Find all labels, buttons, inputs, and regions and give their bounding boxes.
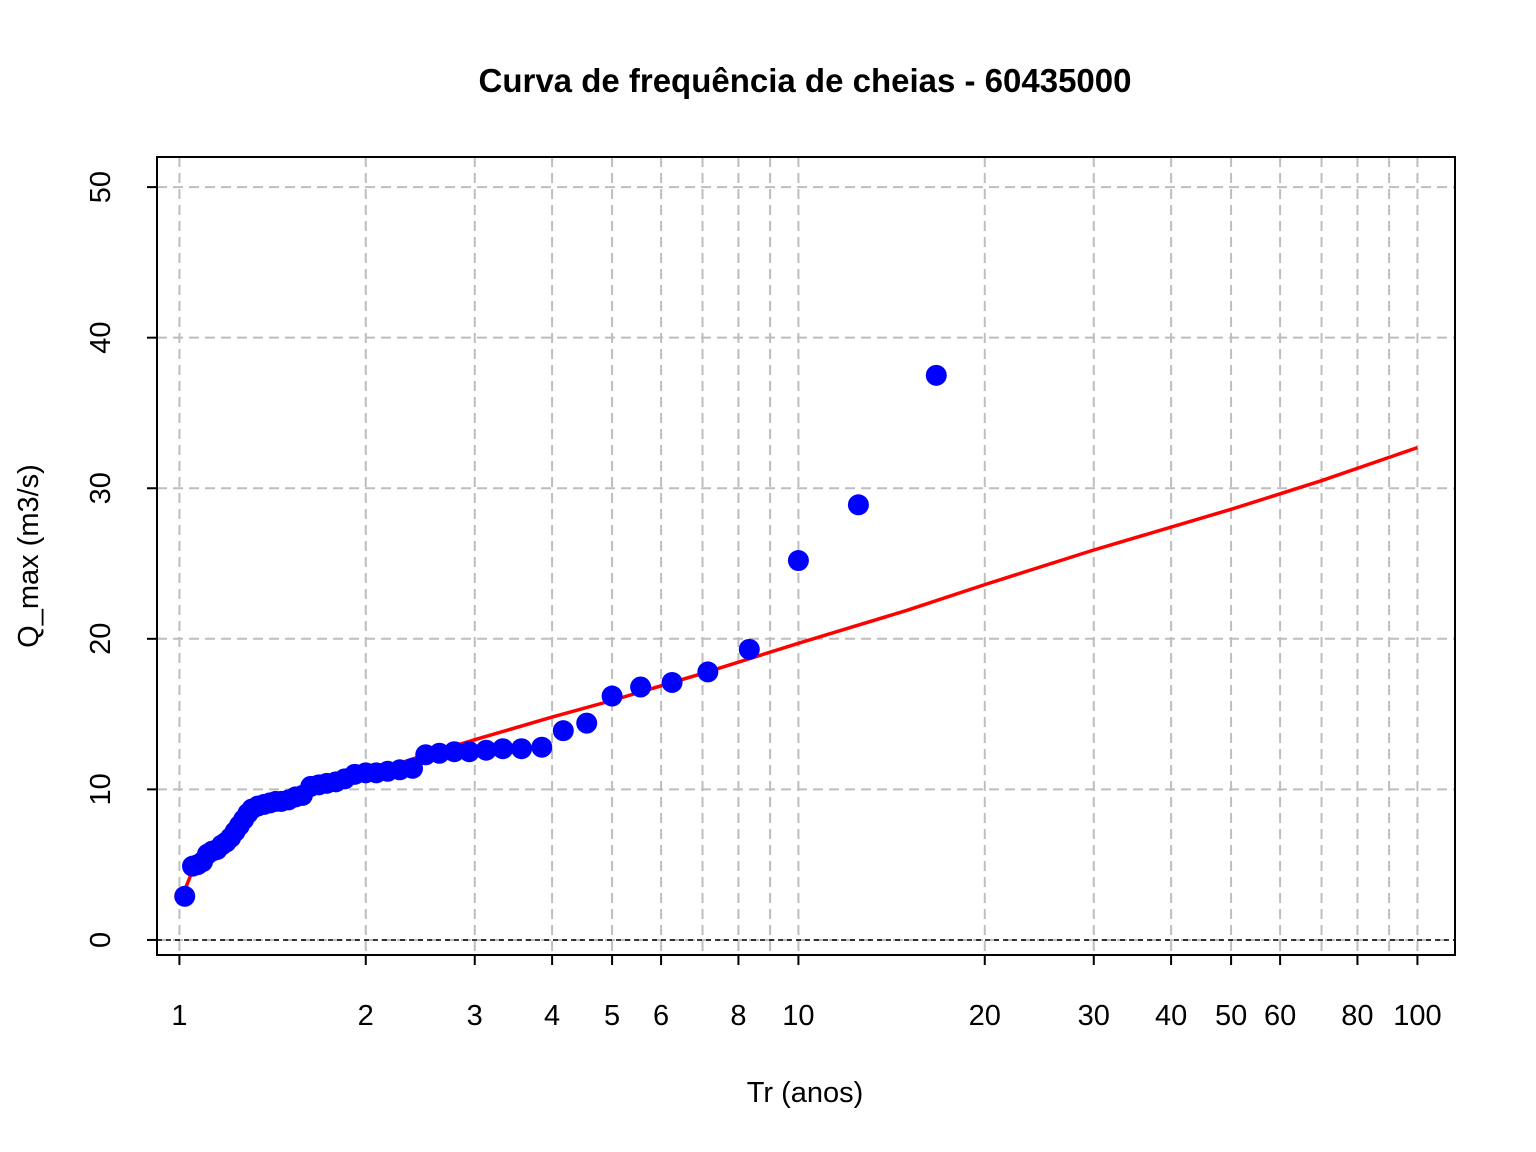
x-tick-label: 10: [782, 1000, 814, 1032]
data-point: [492, 738, 514, 760]
y-axis-label: Q_max (m3/s): [13, 464, 45, 648]
fit-line-layer: [183, 445, 1418, 891]
axes: 1 2 3 4 5 6 8 10 20 30 40 50 60 80 100 0 10 20 30 40 50: [85, 171, 1442, 1032]
y-tick-label: 20: [85, 623, 117, 655]
data-point: [475, 739, 497, 761]
x-tick-label: 3: [467, 1000, 483, 1032]
x-tick-label: 40: [1155, 1000, 1187, 1032]
y-tick-label: 40: [85, 322, 117, 354]
x-tick-label: 8: [730, 1000, 746, 1032]
chart-title: Curva de frequência de cheias - 60435000: [478, 62, 1131, 99]
data-point: [847, 494, 869, 516]
data-point: [925, 364, 947, 386]
data-points-layer: [174, 364, 947, 907]
x-tick-label: 80: [1341, 1000, 1373, 1032]
data-point: [531, 736, 553, 758]
data-point: [174, 885, 196, 907]
data-point: [630, 676, 652, 698]
data-point: [511, 738, 533, 760]
data-point: [787, 550, 809, 572]
x-tick-label: 2: [358, 1000, 374, 1032]
x-tick-label: 20: [969, 1000, 1001, 1032]
plot-frame: [156, 156, 1456, 956]
x-tick-label: 30: [1078, 1000, 1110, 1032]
data-point: [601, 685, 623, 707]
data-point: [552, 720, 574, 742]
data-point: [661, 671, 683, 693]
y-tick-label: 0: [85, 932, 117, 948]
data-point: [576, 712, 598, 734]
x-tick-label: 50: [1215, 1000, 1247, 1032]
data-point: [458, 741, 480, 763]
x-tick-label: 100: [1393, 1000, 1441, 1032]
x-tick-label: 5: [604, 1000, 620, 1032]
x-tick-label: 1: [171, 1000, 187, 1032]
x-tick-label: 4: [544, 1000, 560, 1032]
y-tick-label: 30: [85, 472, 117, 504]
x-axis-label: Tr (anos): [747, 1077, 864, 1109]
data-point: [697, 661, 719, 683]
x-tick-label: 60: [1264, 1000, 1296, 1032]
y-tick-label: 10: [85, 773, 117, 805]
data-point: [738, 638, 760, 660]
fit-curve-line: [183, 445, 1418, 891]
grid: [157, 157, 1455, 955]
y-tick-label: 50: [85, 171, 117, 203]
x-tick-label: 6: [653, 1000, 669, 1032]
data-point: [443, 741, 465, 763]
data-point: [402, 757, 424, 779]
